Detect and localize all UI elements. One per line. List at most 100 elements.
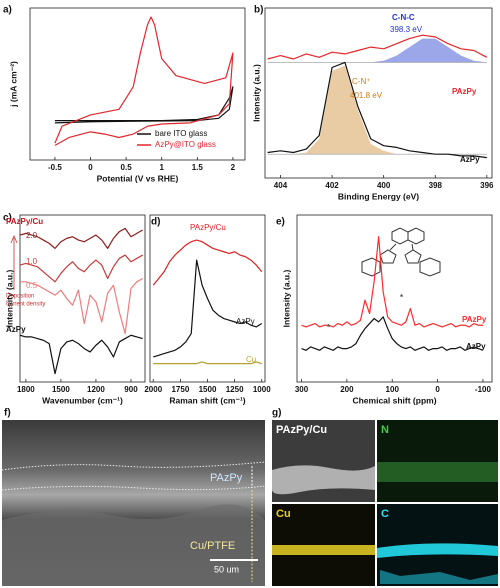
x-tick-label: 396 [480, 181, 494, 190]
tile-label: N [381, 424, 389, 436]
layer-label: PAzPy [210, 472, 243, 484]
series-label: 0.5 [26, 281, 38, 290]
x-tick-label: 398 [429, 181, 443, 190]
series-line [19, 254, 143, 283]
series-label: AzPy [236, 317, 255, 326]
series-line [301, 316, 484, 351]
x-tick-label: 200 [340, 385, 354, 394]
x-tick-label: 1 [159, 163, 164, 172]
series-line [153, 361, 262, 365]
series-line [267, 61, 487, 159]
eds-band [272, 545, 375, 555]
x-tick-label: 300 [295, 385, 309, 394]
legend-label: bare ITO glass [155, 129, 207, 138]
series-label: PAzPy [462, 315, 487, 324]
plot-frame [264, 7, 493, 179]
panel-label: a) [3, 5, 12, 16]
layer-boundary [1, 461, 266, 471]
series-label: AzPy [6, 325, 26, 334]
x-tick-label: 404 [274, 181, 288, 190]
series-line [54, 86, 234, 124]
annotation: * [327, 323, 331, 332]
panel-label: e) [276, 217, 285, 228]
annotation: PAzPy/Cu [6, 217, 43, 226]
x-tick-label: 2 [231, 163, 236, 172]
molecule [361, 227, 441, 277]
layer-label: Cu/PTFE [190, 540, 235, 552]
peak-fill [267, 65, 487, 155]
x-axis-title: Binding Energy (eV) [338, 191, 419, 201]
scale-label: 50 um [214, 564, 239, 574]
x-tick-label: 1250 [226, 385, 244, 394]
legend-label: AzPy@ITO glass [155, 140, 216, 149]
plot-frame [296, 214, 493, 383]
series-label: PAzPy [452, 87, 477, 96]
series-label: AzPy [466, 342, 486, 351]
arrow [10, 234, 18, 290]
x-tick-label: 0 [435, 385, 440, 394]
eds-band [380, 570, 498, 584]
series-label: 2.0 [26, 231, 38, 240]
y-axis-title: Intensity (a.u.) [251, 64, 261, 122]
x-axis-title: Raman shift (cm⁻¹) [169, 395, 245, 405]
tile-label: PAzPy/Cu [276, 424, 327, 436]
series-line [19, 227, 143, 249]
series-line [19, 334, 143, 375]
x-tick-label: 0.5 [121, 163, 133, 172]
x-tick-label: 0 [88, 163, 93, 172]
series-label: 1.0 [26, 257, 38, 266]
y-axis-title: Intensity (a.u.) [281, 270, 291, 328]
series-line [153, 259, 263, 358]
layer-boundary [1, 485, 266, 491]
tile-label: Cu [276, 508, 291, 520]
x-tick-label: 1500 [199, 385, 217, 394]
x-tick-label: 2000 [144, 385, 162, 394]
panel-label: f) [4, 408, 11, 419]
series-line [54, 16, 234, 146]
x-axis-title: Wavenumber (cm⁻¹) [42, 395, 123, 405]
series-label: PAzPy/Cu [190, 223, 226, 232]
x-tick-label: 402 [325, 181, 339, 190]
annotation: 401.8 eV [350, 91, 383, 100]
y-axis-title: j (mA cm⁻²) [8, 61, 18, 108]
annotation: C-N⁺ [352, 77, 370, 86]
series-label: AzPy [460, 155, 480, 164]
series-line [301, 236, 483, 328]
eds-tile [377, 420, 498, 502]
tile-label: C [381, 508, 389, 520]
x-tick-label: 100 [386, 385, 400, 394]
annotation: * [400, 293, 404, 302]
plot-frame [29, 7, 246, 161]
x-axis-title: Potential (V vs RHE) [97, 173, 179, 183]
series-line [267, 34, 488, 60]
x-tick-label: -0.5 [48, 163, 62, 172]
x-tick-label: 1200 [87, 385, 105, 394]
annotation: 398.3 eV [390, 25, 423, 34]
y-axis-title: Intensity (a.u.) [4, 270, 14, 328]
x-tick-label: 1000 [253, 385, 271, 394]
panel-label: g) [272, 408, 281, 419]
plot-frame [19, 214, 146, 383]
x-tick-label: 1.5 [192, 163, 204, 172]
eds-band [271, 465, 375, 495]
x-tick-label: 1500 [52, 385, 70, 394]
x-tick-label: 900 [124, 385, 138, 394]
eds-band [377, 462, 498, 482]
x-tick-label: 1750 [171, 385, 189, 394]
annotation: current density [6, 302, 45, 308]
series-line [152, 239, 263, 286]
eds-band [377, 543, 498, 558]
sem-texture [2, 504, 265, 586]
panel-label: c) [3, 213, 12, 224]
annotation: Deposition [6, 294, 34, 300]
annotation: C-N-C [392, 13, 415, 22]
series-label: Cu [246, 355, 256, 364]
series-line [20, 277, 143, 335]
x-tick-label: -100 [475, 385, 492, 394]
x-tick-label: 1800 [17, 385, 35, 394]
panel-label: b) [254, 5, 263, 16]
x-axis-title: Chemical shift (ppm) [352, 395, 436, 405]
peak-fill [267, 38, 487, 63]
panel-label: d) [151, 217, 160, 228]
